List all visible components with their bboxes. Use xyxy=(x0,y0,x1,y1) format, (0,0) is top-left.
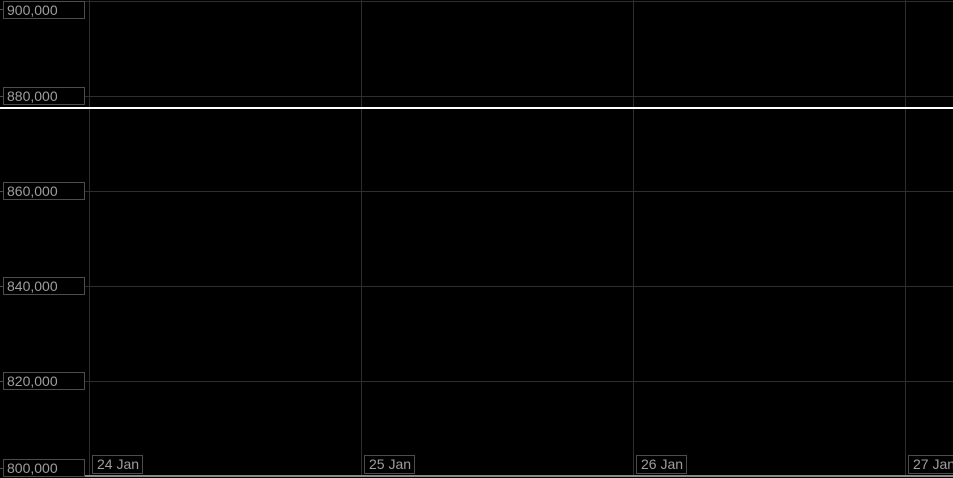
y-gridline xyxy=(85,1,953,2)
y-gridline xyxy=(85,380,953,382)
x-axis-label: 27 Jan xyxy=(908,455,953,474)
y-axis-label: 860,000 xyxy=(3,182,85,201)
y-gridline xyxy=(85,190,953,192)
y-axis-label: 820,000 xyxy=(3,372,85,391)
x-gridline xyxy=(361,0,362,476)
y-axis-label: 840,000 xyxy=(3,277,85,296)
y-axis-tick xyxy=(0,285,3,287)
x-gridline xyxy=(905,0,906,476)
y-axis-tick xyxy=(0,380,3,382)
plot-area[interactable] xyxy=(89,0,953,476)
y-axis-tick xyxy=(0,9,3,10)
x-axis-line xyxy=(85,475,953,477)
y-gridline xyxy=(85,285,953,287)
y-axis-tick xyxy=(0,467,3,469)
x-axis-label: 25 Jan xyxy=(364,455,415,474)
x-axis-label: 26 Jan xyxy=(636,455,687,474)
y-gridline xyxy=(85,95,953,97)
y-axis-tick xyxy=(0,95,3,97)
x-axis-label: 24 Jan xyxy=(92,455,143,474)
x-gridline xyxy=(633,0,634,476)
y-axis-tick xyxy=(0,190,3,192)
current-price-line xyxy=(0,106,953,109)
y-axis-label: 800,000 xyxy=(3,459,85,477)
y-axis-label: 900,000 xyxy=(3,0,85,19)
y-axis-label: 880,000 xyxy=(3,87,85,106)
y-axis-line xyxy=(89,0,90,476)
